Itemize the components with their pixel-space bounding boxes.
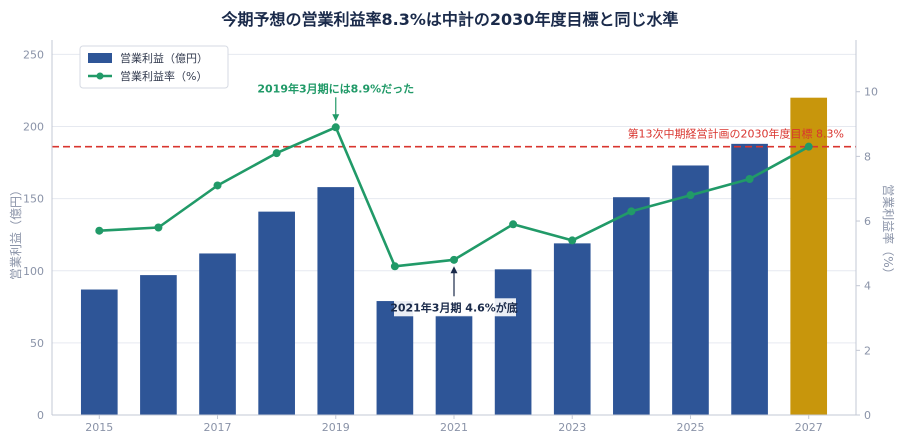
- x-tick-label: 2023: [558, 421, 586, 434]
- x-tick-label: 2025: [676, 421, 704, 434]
- axes: 0 50 100 150 200 250 0 2 4 6 8 10 2015 2017 2019 2021 20…: [23, 40, 878, 434]
- bar: [731, 143, 768, 415]
- line-point: [213, 181, 222, 190]
- annotation-peak-arrowhead: [332, 114, 340, 122]
- line-point: [331, 123, 340, 132]
- line-series: [95, 123, 813, 271]
- line-point: [627, 207, 636, 216]
- y2-tick-label: 0: [864, 409, 871, 422]
- reference-line-group: 第13次中期経営計画の2030年度目標 8.3%: [52, 127, 856, 148]
- x-tick-label: 2019: [322, 421, 350, 434]
- line-point: [804, 142, 813, 151]
- y2-tick-label: 8: [864, 150, 871, 163]
- y-tick-label: 250: [23, 48, 44, 61]
- y2-tick-label: 4: [864, 280, 871, 293]
- bar: [435, 315, 473, 415]
- line-point: [390, 262, 399, 271]
- y-axis-label: 営業利益（億円）: [9, 184, 23, 280]
- legend-bar-swatch: [88, 53, 112, 63]
- annotation-low-bg: [394, 298, 516, 317]
- y2-tick-label: 10: [864, 86, 878, 99]
- y-tick-label: 200: [23, 121, 44, 134]
- bar: [258, 211, 295, 415]
- y2-tick-label: 6: [864, 215, 871, 228]
- bar: [494, 269, 532, 415]
- bar: [553, 243, 591, 415]
- annotation-low-arrowhead: [450, 266, 458, 274]
- line-point: [568, 236, 577, 245]
- bar: [199, 253, 236, 415]
- bar: [613, 197, 650, 415]
- line-point: [95, 226, 104, 235]
- bar: [317, 187, 355, 415]
- bar: [672, 165, 709, 415]
- annotation-peak: 2019年3月期には8.9%だった: [257, 81, 414, 95]
- reference-line-label: 第13次中期経営計画の2030年度目標 8.3%: [628, 127, 844, 141]
- line-point: [272, 149, 281, 158]
- line-point: [450, 255, 458, 264]
- x-tick-label: 2021: [440, 421, 468, 434]
- y-tick-label: 100: [23, 265, 44, 278]
- y-tick-label: 50: [30, 337, 44, 350]
- x-tick-label: 2015: [85, 421, 113, 434]
- annotation-low: 2021年3月期 4.6%が底: [390, 300, 518, 314]
- bar: [376, 301, 414, 415]
- y2-axis-label: 営業利益率（%）: [881, 184, 896, 279]
- bar: [140, 275, 177, 415]
- legend-line-marker: [96, 72, 104, 80]
- y2-tick-label: 2: [864, 344, 871, 357]
- line-point: [745, 175, 754, 184]
- legend-box: [79, 45, 229, 89]
- bar: [80, 289, 118, 415]
- line-point: [509, 220, 518, 229]
- legend: 営業利益（億円） 営業利益率（%）: [79, 45, 229, 89]
- line-point: [154, 223, 163, 232]
- annotations: 2019年3月期には8.9%だった 2021年3月期 4.6%が底: [257, 81, 518, 317]
- y-tick-label: 0: [37, 409, 44, 422]
- x-tick-label: 2017: [204, 421, 232, 434]
- bar-series: [80, 97, 828, 415]
- x-tick-label: 2027: [795, 421, 823, 434]
- chart-title: 今期予想の営業利益率8.3%は中計の2030年度目標と同じ水準: [221, 10, 679, 29]
- y-tick-label: 150: [23, 193, 44, 206]
- legend-bar-label: 営業利益（億円）: [120, 51, 208, 65]
- legend-line-label: 営業利益率（%）: [120, 69, 207, 83]
- line-point: [686, 191, 695, 200]
